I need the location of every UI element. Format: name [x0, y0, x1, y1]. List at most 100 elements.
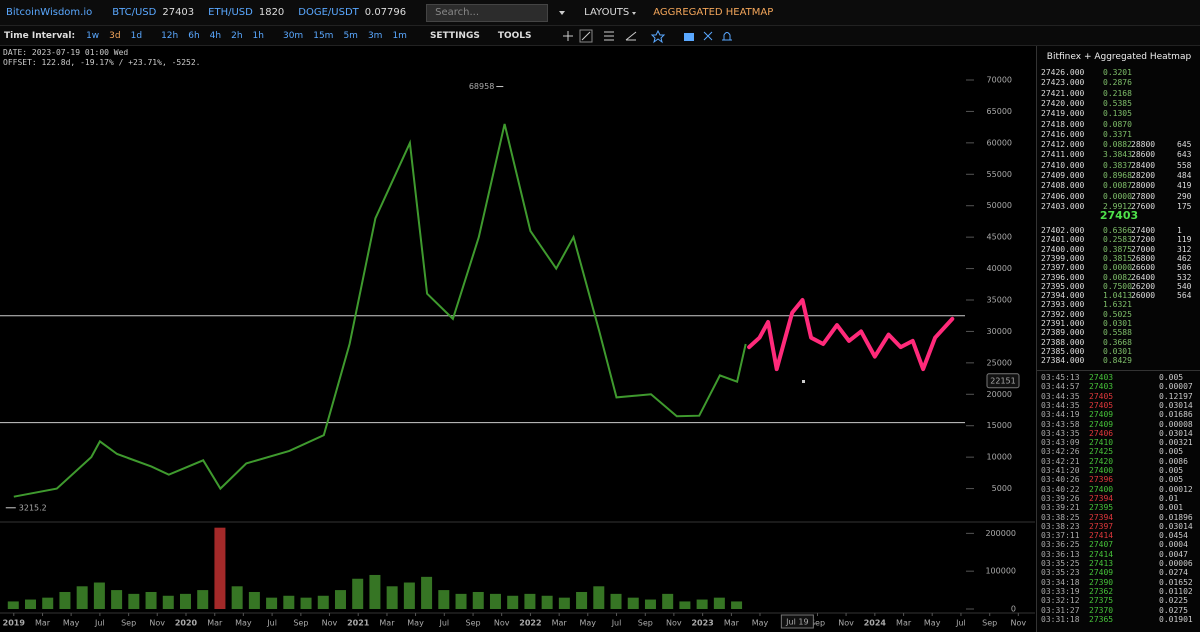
volume-bar [627, 597, 639, 609]
volume-bar [266, 597, 278, 609]
tool-icons[interactable] [562, 28, 742, 44]
interval-button[interactable]: 1h [252, 30, 264, 41]
search-box[interactable]: Search... [426, 3, 549, 22]
x-tick-label: Nov [666, 619, 682, 628]
volume-bar [421, 576, 433, 609]
book-price: 27384.000 [1041, 356, 1085, 366]
y-tick-label: 60000 [987, 138, 1012, 147]
depth-count: 540 [1177, 281, 1192, 291]
book-amount: 1.0413 [1103, 291, 1132, 301]
volume-bar [558, 597, 570, 609]
dropdown-icon[interactable] [558, 9, 566, 17]
heatmap-menu[interactable]: AGGREGATED HEATMAP [653, 7, 774, 18]
book-row: 27393.000 1.6321 [1041, 300, 1199, 310]
trade-price: 27414 [1089, 531, 1114, 541]
interval-button[interactable]: 2h [231, 30, 243, 41]
depth-price: 28400 [1131, 160, 1156, 170]
trade-amount: 0.00008 [1159, 419, 1193, 429]
trade-time: 03:44:35 [1041, 391, 1080, 401]
trade-amount: 0.00007 [1159, 382, 1193, 392]
book-price: 27416.000 [1041, 129, 1085, 139]
trade-price: 27400 [1089, 466, 1114, 475]
ticker-pair[interactable]: DOGE/USDT [298, 7, 359, 18]
volume-bar [162, 595, 174, 609]
volume-bar [662, 593, 674, 609]
interval-button[interactable]: 1w [86, 30, 100, 41]
volume-bar [679, 601, 691, 609]
trade-row: 03:43:35 27406 0.03014 [1041, 429, 1199, 439]
book-row: 27396.000 0.0082 26400 532 [1041, 273, 1199, 283]
settings-menu[interactable]: SETTINGS [429, 30, 480, 41]
book-amount: 0.2583 [1103, 235, 1132, 245]
trade-row: 03:44:57 27403 0.00007 [1041, 382, 1199, 392]
depth-count: 119 [1177, 235, 1192, 245]
book-row: 27406.000 0.0000 27800 290 [1041, 192, 1199, 202]
trade-price: 27397 [1089, 521, 1114, 531]
y-tick-label: 25000 [987, 358, 1012, 367]
interval-button[interactable]: 15m [313, 30, 334, 41]
trade-time: 03:39:26 [1041, 493, 1080, 503]
book-row: 27388.000 0.3668 [1041, 338, 1199, 348]
book-amount: 0.3837 [1103, 160, 1132, 170]
trade-amount: 0.00321 [1159, 438, 1193, 448]
x-tick-label: May [407, 619, 424, 628]
interval-button[interactable]: 30m [282, 30, 304, 41]
trade-time: 03:44:19 [1041, 410, 1080, 420]
trade-row: 03:32:12 27375 0.0225 [1041, 596, 1199, 606]
book-amount: 0.0301 [1103, 319, 1132, 328]
book-price: 27409.000 [1041, 171, 1085, 180]
trades-separator [1037, 370, 1200, 371]
ticker-pair[interactable]: ETH/USD [208, 7, 253, 18]
ticker-price: 0.07796 [364, 7, 407, 18]
interval-button[interactable]: 3m [367, 30, 383, 41]
x-tick-label: 2020 [175, 619, 198, 628]
depth-price: 28200 [1131, 171, 1156, 180]
trade-amount: 0.005 [1159, 447, 1184, 457]
interval-button[interactable]: 3d [109, 30, 121, 41]
depth-price: 26000 [1131, 291, 1156, 301]
trade-time: 03:39:21 [1041, 503, 1080, 513]
trade-amount: 0.0454 [1159, 531, 1188, 541]
crosshair-date: Jul 19 [785, 618, 808, 627]
x-tick-label: Sep [121, 619, 136, 628]
x-tick-label: Nov [149, 619, 165, 628]
interval-button[interactable]: 12h [161, 30, 179, 41]
depth-count: 558 [1177, 160, 1192, 170]
y-tick-label: 40000 [987, 264, 1012, 273]
volume-bar [111, 590, 123, 609]
book-price: 27418.000 [1041, 119, 1085, 129]
book-amount: 0.3201 [1103, 68, 1132, 77]
interval-button[interactable]: 5m [343, 30, 358, 41]
y-tick-label: 20000 [987, 390, 1012, 399]
layouts-menu[interactable]: LAYOUTS [584, 7, 630, 18]
book-price: 27394.000 [1041, 291, 1085, 301]
x-tick-label: Sep [466, 619, 481, 628]
book-price: 27393.000 [1041, 300, 1085, 310]
book-row: 27408.000 0.0087 28000 419 [1041, 181, 1199, 191]
volume-bar [713, 597, 725, 609]
x-tick-label: 2019 [3, 619, 26, 628]
brand[interactable]: BitcoinWisdom.io [6, 7, 93, 18]
trade-time: 03:43:09 [1041, 438, 1080, 448]
book-amount: 0.7500 [1103, 281, 1132, 291]
book-row: 27400.000 0.3875 27000 312 [1041, 245, 1199, 255]
depth-price: 26200 [1131, 281, 1156, 291]
book-amount: 1.6321 [1103, 300, 1132, 310]
order-book: Bitfinex + Aggregated Heatmap 27403 2742… [1036, 46, 1200, 632]
book-price: 27411.000 [1041, 150, 1085, 160]
ticker-price: 27403 [162, 7, 195, 18]
volume-bar [524, 593, 536, 609]
interval-button[interactable]: 4h [209, 30, 222, 41]
volume-bar [76, 586, 88, 609]
volume-bar [507, 595, 519, 609]
interval-button[interactable]: 1m [392, 30, 407, 41]
x-tick-label: May [924, 619, 941, 628]
tools-menu[interactable]: TOOLS [497, 30, 532, 41]
intervals: 1w 3d 1d 12h 6h 4h 2h 1h 30m 15m 5m 3m 1m [81, 31, 412, 41]
ticker-pair[interactable]: BTC/USD [112, 7, 157, 18]
trade-time: 03:37:11 [1041, 531, 1080, 541]
book-price: 27392.000 [1041, 309, 1085, 319]
interval-button[interactable]: 1d [130, 30, 143, 41]
interval-button[interactable]: 6h [188, 30, 200, 41]
book-row: 27423.000 0.2876 [1041, 78, 1199, 88]
